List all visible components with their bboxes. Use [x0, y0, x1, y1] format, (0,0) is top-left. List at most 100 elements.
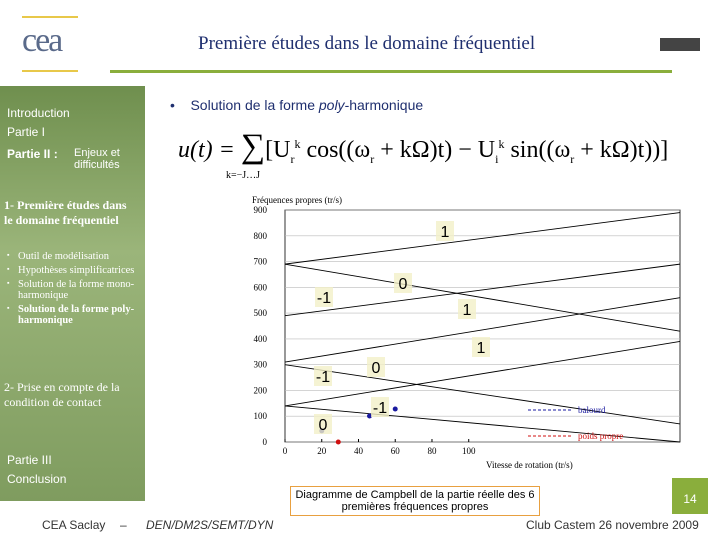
- title-block: [660, 38, 700, 51]
- line: [284, 297, 681, 363]
- logo-bar: [22, 16, 78, 18]
- f: + kΩ)t): [574, 137, 653, 163]
- f: i: [495, 151, 499, 166]
- f: + kΩ)t): [374, 137, 453, 163]
- line: [284, 405, 681, 443]
- annotation: -1: [317, 290, 331, 307]
- plot-area: [284, 209, 681, 443]
- line: [284, 212, 681, 265]
- annotation: 0: [372, 360, 381, 377]
- annotation: 1: [463, 302, 472, 319]
- y-tick-label: 600: [254, 282, 268, 292]
- annotation-box: [367, 357, 385, 377]
- footer-dash: –: [120, 518, 127, 532]
- y-tick-label: 100: [254, 411, 268, 421]
- logo-bar: [22, 70, 78, 72]
- slide-title: Première études dans le domaine fréquent…: [198, 33, 536, 54]
- f: r: [570, 151, 575, 166]
- formula: u(t) = ∑[Urk cos((ωr + kΩ)t) − Uik sin((…: [178, 128, 668, 167]
- nav-sub: Enjeux et difficultés: [74, 147, 139, 171]
- bullet-text: -harmonique: [344, 97, 424, 113]
- nav-item[interactable]: Partie II :: [7, 147, 58, 161]
- f: k: [498, 137, 505, 151]
- annotation-box: [314, 414, 332, 434]
- line: [284, 263, 681, 332]
- legend-label: balourd: [578, 405, 606, 415]
- y-tick-label: 400: [254, 334, 268, 344]
- x-tick-label: 100: [462, 446, 476, 456]
- f: r: [370, 151, 375, 166]
- nav-bullet: ▪: [7, 304, 10, 312]
- annotation-box: [314, 366, 332, 386]
- annotation: 1: [441, 224, 450, 241]
- bullet-italic: poly: [318, 97, 345, 113]
- f: )]: [652, 137, 669, 163]
- footer-right: Club Castem 26 novembre 2009: [526, 518, 699, 532]
- footer-center: DEN/DM2S/SEMT/DYN: [146, 518, 274, 532]
- annotation-box: [458, 299, 476, 319]
- y-tick-label: 500: [254, 308, 268, 318]
- bullet-text: Solution de la forme: [190, 97, 319, 113]
- y-tick-label: 300: [254, 360, 268, 370]
- x-tick-label: 20: [317, 446, 327, 456]
- line: [284, 263, 681, 317]
- annotation-box: [472, 337, 490, 357]
- f: ∑: [240, 128, 266, 165]
- x-axis-label: Vitesse de rotation (tr/s): [486, 460, 573, 470]
- nav-section[interactable]: 1- Première études dans le domaine fréqu…: [4, 198, 127, 227]
- x-tick-label: 0: [283, 446, 288, 456]
- annotation: -1: [373, 400, 387, 417]
- sidebar: Introduction Partie I Partie II : Enjeux…: [0, 86, 145, 501]
- point: [392, 406, 398, 412]
- nav-subitem[interactable]: ▪ Solution de la forme mono-harmonique: [7, 279, 138, 301]
- annotation: -1: [316, 369, 330, 386]
- f: u(t) =: [178, 137, 235, 163]
- nav-item[interactable]: Conclusion: [7, 472, 67, 486]
- x-tick-label: 80: [427, 446, 437, 456]
- x-tick-label: 40: [354, 446, 364, 456]
- point: [335, 439, 341, 445]
- annotation-box: [394, 273, 412, 293]
- bullet-mark: •: [170, 97, 175, 113]
- f: sin((ω: [510, 137, 571, 163]
- f: [U: [265, 137, 291, 163]
- y-tick-label: 700: [254, 257, 268, 267]
- nav-item[interactable]: Partie I: [7, 125, 46, 139]
- nav-sub-text: Enjeux et difficultés: [74, 147, 120, 171]
- nav-subitem[interactable]: ▪ Solution de la forme poly-harmonique: [7, 304, 138, 326]
- y-tick-label: 800: [254, 231, 268, 241]
- page-number: 14: [672, 478, 708, 514]
- y-axis-label: Fréquences propres (tr/s): [252, 195, 342, 205]
- nav-section[interactable]: 2- Prise en compte de la condition de co…: [4, 380, 120, 409]
- annotation: 0: [399, 276, 408, 293]
- nav-subitem-text: Outil de modélisation: [18, 251, 109, 262]
- nav-subitem[interactable]: ▪ Hypothèses simplificatrices: [7, 265, 138, 276]
- annotation-box: [315, 287, 333, 307]
- annotation: 0: [319, 417, 328, 434]
- line: [284, 341, 681, 407]
- nav-bullet: ▪: [7, 265, 10, 273]
- legend-label: poids propre: [578, 431, 623, 441]
- f: k: [294, 137, 301, 151]
- f: cos((ω: [306, 137, 371, 163]
- footer-left: CEA Saclay: [42, 518, 106, 532]
- nav-item[interactable]: Introduction: [7, 106, 70, 120]
- annotation-box: [371, 397, 389, 417]
- bullet: • Solution de la forme poly-harmonique: [170, 97, 423, 113]
- f: r: [290, 151, 295, 166]
- nav-sublist: ▪ Outil de modélisation ▪ Hypothèses simp…: [7, 251, 138, 329]
- nav-bullet: ▪: [7, 279, 10, 287]
- nav-subitem-text: Hypothèses simplificatrices: [18, 265, 135, 276]
- f: − U: [452, 137, 496, 163]
- nav-subitem[interactable]: ▪ Outil de modélisation: [7, 251, 138, 262]
- y-tick-label: 0: [263, 437, 268, 447]
- annotation: 1: [477, 340, 486, 357]
- annotation-box: [436, 221, 454, 241]
- nav-subitem-text: Solution de la forme poly-harmonique: [18, 304, 135, 326]
- caption: Diagramme de Campbell de la partie réell…: [290, 486, 540, 516]
- nav-item[interactable]: Partie III: [7, 453, 52, 467]
- logo: cea: [22, 22, 63, 59]
- header-rule: [110, 70, 672, 73]
